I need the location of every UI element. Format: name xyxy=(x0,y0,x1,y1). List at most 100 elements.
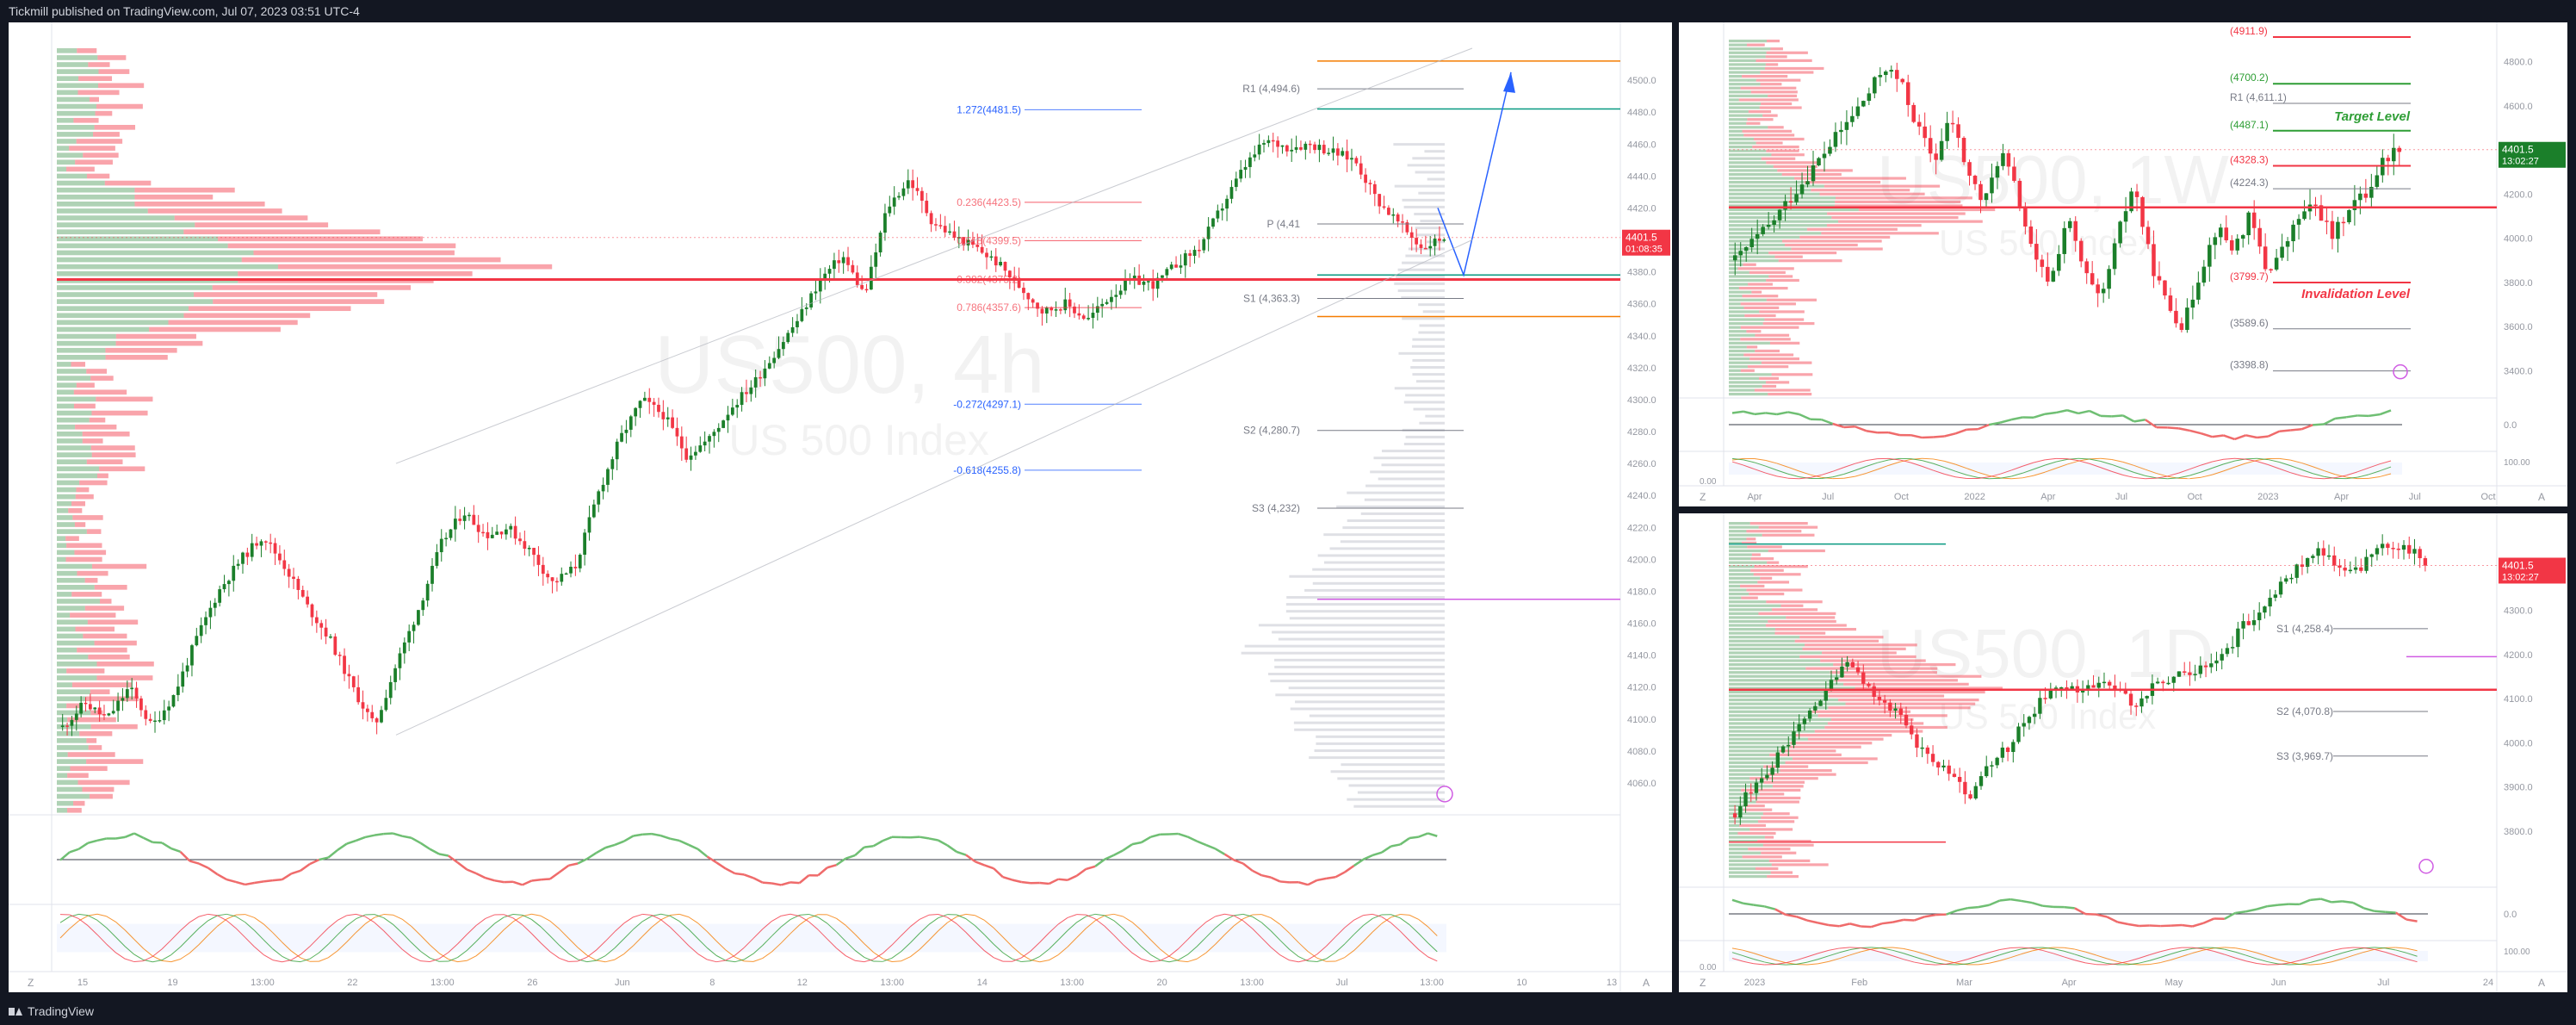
oscillator-line-segment xyxy=(2335,416,2347,420)
candle-body xyxy=(2251,620,2257,625)
oscillator-line-segment xyxy=(1849,922,1861,928)
candle-body xyxy=(2163,280,2167,296)
fib-label: 0.236(4423.5) xyxy=(957,196,1021,208)
x-tick-label: 13:00 xyxy=(1240,978,1264,988)
stoch-line-segment xyxy=(1039,948,1050,957)
oscillator-line-segment xyxy=(2145,419,2158,429)
candle-body xyxy=(2311,556,2315,558)
candle-body xyxy=(458,519,462,521)
candle-body xyxy=(1234,178,1238,188)
oscillator-line-segment xyxy=(762,881,772,885)
candle-body xyxy=(1893,708,1898,711)
volume-profile-up xyxy=(57,640,95,646)
candle-body xyxy=(675,427,679,437)
stoch-line-segment xyxy=(596,960,606,963)
oscillator-line-segment xyxy=(633,833,643,837)
oscillator-line-segment xyxy=(309,859,320,866)
stoch-line-segment xyxy=(1113,920,1124,929)
stoch-line-segment xyxy=(2089,463,2102,469)
stoch-line-segment xyxy=(1399,930,1410,941)
stoch-line-segment xyxy=(604,947,616,956)
chart-panel-4h[interactable]: US500, 4h US 500 Index 4500.0 4480.0 4460.0 4… xyxy=(9,22,1672,992)
stoch-line-segment xyxy=(1849,947,1861,949)
candle-body xyxy=(1248,157,1252,167)
volume-profile-bar xyxy=(1419,421,1445,425)
volume-profile-up xyxy=(57,745,89,750)
candle-body xyxy=(2240,235,2245,239)
oscillator-line-segment xyxy=(1888,431,1900,437)
candle-body xyxy=(130,687,134,690)
volume-profile-down xyxy=(147,208,282,214)
volume-profile-up xyxy=(57,500,72,506)
volume-profile-down xyxy=(1773,165,1817,168)
stoch-line-segment xyxy=(291,950,301,959)
stoch-line-segment xyxy=(1892,955,1904,960)
volume-profile-down xyxy=(94,640,137,646)
stoch-line-segment xyxy=(88,913,98,916)
candle-body xyxy=(499,531,504,535)
oscillator-line-segment xyxy=(642,832,653,836)
volume-profile-down xyxy=(1793,734,1892,737)
candle-body xyxy=(1961,138,1966,163)
tradingview-logo[interactable]: TradingView xyxy=(9,1004,94,1018)
volume-profile-down xyxy=(75,494,94,500)
volume-profile-down xyxy=(1742,855,1782,859)
candle-body xyxy=(2280,246,2284,258)
candle-body xyxy=(1867,93,1872,102)
stoch-line-segment xyxy=(356,923,366,933)
stoch-line-segment xyxy=(744,953,754,960)
candle-body xyxy=(2219,227,2223,238)
volume-profile-up xyxy=(57,257,242,263)
volume-profile-up xyxy=(1729,600,1767,604)
candle-body xyxy=(2294,564,2299,578)
candle-body xyxy=(1068,299,1072,307)
candle-body xyxy=(1202,239,1206,251)
stoch-line-segment xyxy=(457,960,468,963)
volume-profile-bar xyxy=(1268,673,1445,676)
candle-body xyxy=(176,686,180,695)
candle-body xyxy=(597,491,601,505)
stoch-line-segment xyxy=(1933,469,1945,475)
volume-profile-down xyxy=(1751,553,1761,556)
volume-profile-up xyxy=(57,786,83,792)
stoch-line-segment xyxy=(1049,939,1059,950)
candle-body xyxy=(2145,695,2149,699)
stoch-line-segment xyxy=(504,914,514,919)
volume-profile-up xyxy=(1729,800,1756,804)
stoch-line-segment xyxy=(2127,958,2139,962)
candle-body xyxy=(2070,686,2074,691)
volume-profile-up xyxy=(1729,338,1741,341)
volume-profile-down xyxy=(71,362,86,367)
stoch-line-segment xyxy=(374,914,384,919)
volume-profile-down xyxy=(227,243,456,249)
oscillator-line-segment xyxy=(2021,899,2033,904)
volume-profile-down xyxy=(65,556,102,562)
candle-body xyxy=(2193,674,2197,675)
volume-profile-down xyxy=(1768,859,1811,862)
stoch-line-segment xyxy=(2192,947,2204,950)
candle-body xyxy=(1839,129,1843,133)
volume-profile-bar xyxy=(1340,540,1445,544)
oscillator-line-segment xyxy=(207,867,219,876)
volume-profile-up xyxy=(57,599,100,604)
stoch-line-segment xyxy=(78,918,89,927)
stoch-line-segment xyxy=(734,959,745,963)
volume-profile-up xyxy=(1729,537,1747,541)
stoch-line-segment xyxy=(1817,960,1829,965)
volume-profile-up xyxy=(57,306,189,312)
stoch-line-segment xyxy=(596,955,606,961)
x-tick-label: Jun xyxy=(2271,978,2287,988)
candle-body xyxy=(989,256,994,258)
volume-profile-up xyxy=(1729,619,1768,624)
stoch-line-segment xyxy=(2342,949,2354,954)
candle-body xyxy=(888,206,892,214)
volume-profile-up xyxy=(57,696,86,702)
stoch-line-segment xyxy=(1839,954,1850,960)
stoch-line-segment xyxy=(1743,955,1755,960)
volume-profile-down xyxy=(67,807,82,813)
